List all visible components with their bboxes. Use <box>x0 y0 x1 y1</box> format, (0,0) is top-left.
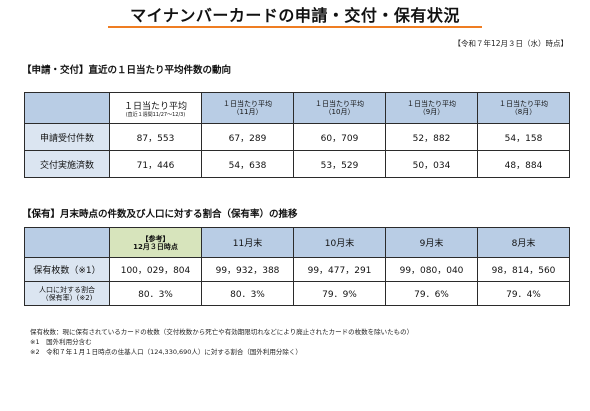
table-cell: 79．9% <box>293 281 386 306</box>
as-of-date: 【令和７年12月３日（水）時点】 <box>453 39 568 48</box>
table-row: 人口に対する割合 （保有率）(※2) 80．3% 80．3% 79．9% 79．… <box>24 281 570 306</box>
column-header: １日当たり平均 （10月） <box>293 92 386 124</box>
column-header: １日当たり平均 （11月） <box>201 92 294 124</box>
table-row: 申請受付件数 87，553 67，289 60，709 52，882 54，15… <box>24 123 570 151</box>
table-cell: 87，553 <box>109 123 202 151</box>
table-cell: 50，034 <box>385 150 478 178</box>
table-cell: 100，029，804 <box>109 257 202 282</box>
section-application-label: 【申請・交付】直近の１日当たり平均件数の動向 <box>22 65 232 76</box>
corner-cell <box>24 92 110 124</box>
column-header: 11月末 <box>201 227 294 258</box>
table-cell: 53，529 <box>293 150 386 178</box>
column-header: １日当たり平均 (直近１週間11/27～12/3) <box>109 92 202 124</box>
section-holding-label: 【保有】月末時点の件数及び人口に対する割合（保有率）の推移 <box>22 209 298 220</box>
row-header: 人口に対する割合 （保有率）(※2) <box>24 281 110 306</box>
table-cell: 54，638 <box>201 150 294 178</box>
column-header: １日当たり平均 （8月） <box>477 92 570 124</box>
holding-table: 【参考】 12月３日時点 11月末 10月末 9月末 8月末 保有枚数（※1） … <box>24 227 570 306</box>
table-cell: 52，882 <box>385 123 478 151</box>
column-header: １日当たり平均 （9月） <box>385 92 478 124</box>
table-cell: 67，289 <box>201 123 294 151</box>
row-header: 保有枚数（※1） <box>24 257 110 282</box>
table-row: 保有枚数（※1） 100，029，804 99，932，388 99，477，2… <box>24 257 570 282</box>
column-header: 10月末 <box>293 227 386 258</box>
table-cell: 79．4% <box>477 281 570 306</box>
column-header: 8月末 <box>477 227 570 258</box>
footnote-definition: 保有枚数：現に保有されているカードの枚数（交付枚数から死亡や有効期限切れなどによ… <box>30 328 414 336</box>
table-cell: 71，446 <box>109 150 202 178</box>
column-header: 9月末 <box>385 227 478 258</box>
footnote-2: ※2 令和７年１月１日時点の住基人口（124,330,690人）に対する割合（国… <box>30 348 302 356</box>
footnote-1: ※1 国外利用分含む <box>30 338 92 346</box>
table-cell: 98，814，560 <box>477 257 570 282</box>
row-header: 交付実施済数 <box>24 150 110 178</box>
table-cell: 48，884 <box>477 150 570 178</box>
table-cell: 60，709 <box>293 123 386 151</box>
table-cell: 79．6% <box>385 281 478 306</box>
footnotes: 保有枚数：現に保有されているカードの枚数（交付枚数から死亡や有効期限切れなどによ… <box>30 327 413 357</box>
corner-cell <box>24 227 110 258</box>
table-cell: 99，932，388 <box>201 257 294 282</box>
application-table: １日当たり平均 (直近１週間11/27～12/3) １日当たり平均 （11月） … <box>24 92 570 178</box>
table-cell: 99，477，291 <box>293 257 386 282</box>
page-title: マイナンバーカードの申請・交付・保有状況 <box>130 6 460 25</box>
table-row: 交付実施済数 71，446 54，638 53，529 50，034 48，88… <box>24 150 570 178</box>
reference-column-header: 【参考】 12月３日時点 <box>109 227 202 258</box>
row-header: 申請受付件数 <box>24 123 110 151</box>
title-underline <box>108 26 482 28</box>
table-cell: 99，080，040 <box>385 257 478 282</box>
table-cell: 80．3% <box>201 281 294 306</box>
table-cell: 80．3% <box>109 281 202 306</box>
table-cell: 54，158 <box>477 123 570 151</box>
